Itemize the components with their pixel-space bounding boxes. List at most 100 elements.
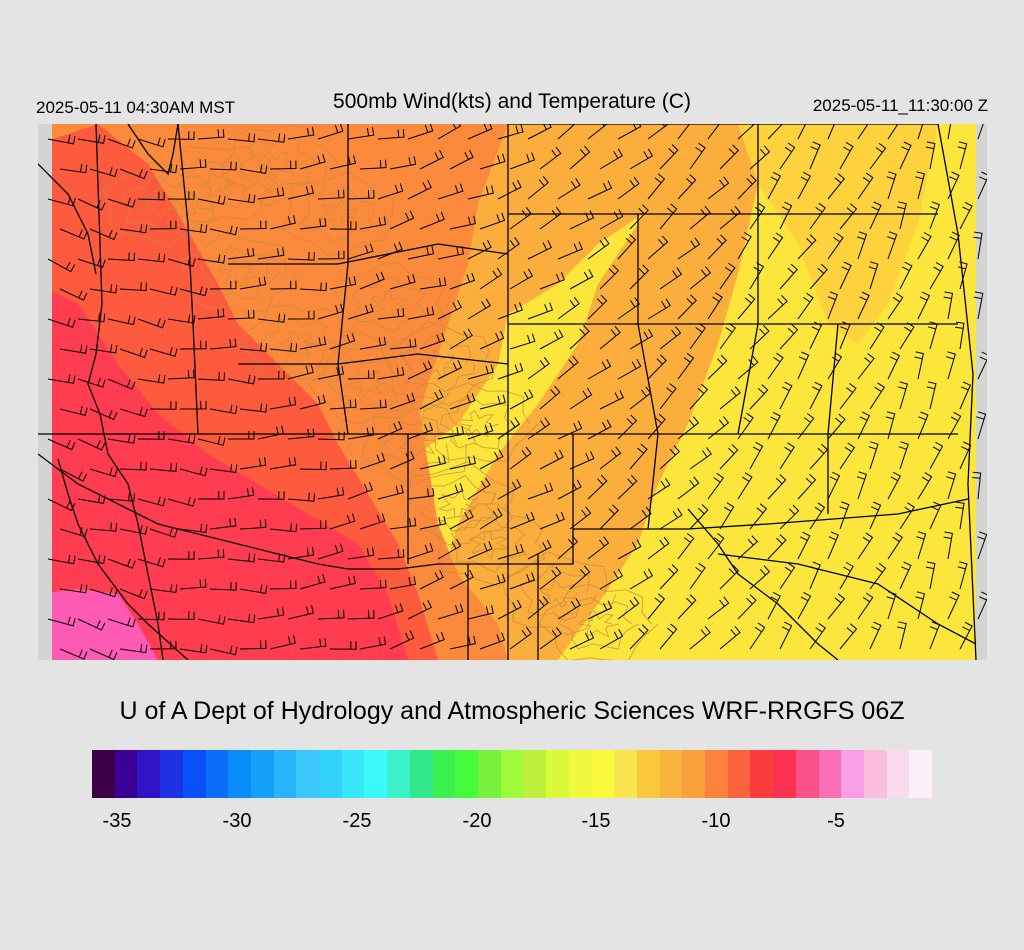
wind-barb xyxy=(77,438,106,451)
wind-barb xyxy=(449,328,473,350)
contour-line xyxy=(181,231,298,315)
wind-barb xyxy=(209,161,237,171)
wind-barb xyxy=(925,561,936,590)
wind-barb xyxy=(437,124,462,140)
wind-barb xyxy=(749,384,769,410)
wind-barb xyxy=(587,180,613,200)
wind-barb xyxy=(587,474,608,500)
wind-barb xyxy=(737,232,752,260)
wind-barb xyxy=(407,360,433,380)
wind-barb xyxy=(809,202,826,230)
contour-line xyxy=(450,517,527,574)
wind-barb xyxy=(929,262,944,290)
wind-barb xyxy=(857,532,874,560)
wind-barb xyxy=(257,133,286,143)
wind-barb xyxy=(137,191,165,201)
wind-barb xyxy=(479,573,506,590)
wind-barb xyxy=(287,127,315,140)
wind-barb xyxy=(509,152,536,170)
wind-barb xyxy=(389,576,417,590)
wind-barb xyxy=(59,584,88,594)
contour-line xyxy=(420,474,497,532)
wind-barb xyxy=(569,325,590,350)
wind-barb xyxy=(779,142,796,170)
wind-barb xyxy=(749,565,771,590)
wind-barb xyxy=(59,228,88,240)
colorbar-swatch xyxy=(523,750,547,798)
colorbar-swatch xyxy=(455,750,478,798)
colorbar-swatch xyxy=(500,750,524,798)
wind-barb xyxy=(239,403,268,413)
wind-barb xyxy=(898,441,909,470)
wind-barb xyxy=(539,511,565,530)
wind-barb xyxy=(617,234,637,260)
wind-barb xyxy=(89,522,118,532)
contour-line xyxy=(397,430,438,460)
wind-barb xyxy=(587,600,613,620)
colorbar-swatch xyxy=(160,750,183,798)
contour-line xyxy=(439,396,519,450)
colorbar-swatch xyxy=(477,750,501,798)
wind-barb xyxy=(719,144,740,170)
wind-barb xyxy=(587,358,612,380)
wind-barb xyxy=(527,482,554,500)
wind-barb xyxy=(299,394,326,410)
wind-barb xyxy=(467,605,494,620)
wind-barb xyxy=(509,389,534,410)
wind-barb xyxy=(557,355,579,380)
wind-barb xyxy=(539,146,562,170)
wind-barb xyxy=(347,189,375,200)
wind-barb xyxy=(869,143,887,170)
wind-barb xyxy=(329,575,356,590)
wind-barb xyxy=(317,124,344,140)
contour-line xyxy=(257,318,339,370)
contour-line xyxy=(501,551,617,636)
wind-barb xyxy=(779,621,793,650)
wind-barb xyxy=(239,220,267,230)
wind-barb xyxy=(287,492,316,502)
wind-barb xyxy=(707,596,730,620)
wind-barb xyxy=(599,325,621,350)
colorbar-swatch xyxy=(704,750,728,798)
wind-barb xyxy=(827,413,846,440)
wind-barb xyxy=(407,543,434,560)
wind-barb xyxy=(329,332,356,350)
wind-barb xyxy=(737,472,753,500)
wind-barb xyxy=(857,172,874,200)
wind-barb xyxy=(677,124,691,140)
colorbar-swatch xyxy=(591,750,615,798)
wind-barb xyxy=(943,531,953,560)
wind-barb xyxy=(737,594,757,620)
wind-barb xyxy=(839,501,850,530)
wind-barb xyxy=(707,234,727,260)
wind-barb xyxy=(707,176,730,200)
contour-line xyxy=(195,169,239,198)
wind-barb xyxy=(797,591,812,620)
wind-barb xyxy=(779,562,796,590)
wind-barb xyxy=(869,563,887,590)
wind-barb xyxy=(179,466,208,477)
wind-barb xyxy=(957,561,968,590)
colorbar-swatch xyxy=(250,750,274,798)
wind-barb xyxy=(497,543,524,560)
wind-barb xyxy=(677,533,695,560)
wind-barb xyxy=(497,479,522,500)
wind-barb xyxy=(107,315,136,326)
wind-barb xyxy=(89,167,118,178)
wind-barb xyxy=(869,621,882,650)
wind-barb xyxy=(959,381,972,410)
wind-barb xyxy=(479,330,505,350)
wind-barb xyxy=(599,446,622,470)
wind-barb xyxy=(539,449,564,470)
wind-barb xyxy=(467,477,491,500)
wind-barb xyxy=(647,536,670,560)
wind-barb xyxy=(239,640,267,650)
wind-barb xyxy=(209,581,237,591)
wind-barb xyxy=(359,216,387,230)
contour-line xyxy=(468,530,510,560)
wind-barb xyxy=(977,124,984,140)
wind-barb xyxy=(839,383,857,410)
contour-line xyxy=(157,146,278,223)
contour-line xyxy=(346,369,389,397)
wind-barb xyxy=(239,276,267,290)
